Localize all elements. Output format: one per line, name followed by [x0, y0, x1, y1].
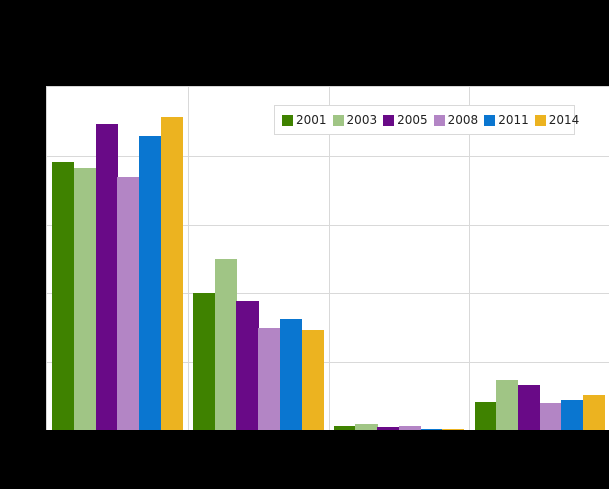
legend-swatch-icon — [433, 114, 445, 126]
gridline-vertical — [329, 87, 330, 430]
bar-2014[interactable] — [160, 116, 183, 430]
gridline-horizontal — [47, 224, 609, 226]
gridline-vertical — [469, 87, 470, 430]
bar-2014[interactable] — [301, 330, 324, 430]
legend-swatch-icon — [484, 114, 496, 126]
legend: 2001 2003 2005 2008 2011 2014 — [274, 105, 579, 135]
legend-swatch-icon — [282, 114, 293, 126]
bar-2008[interactable] — [398, 425, 422, 430]
gridline-vertical — [188, 87, 189, 430]
bar-2003[interactable] — [355, 423, 378, 430]
legend-item-2014[interactable]: 2014 — [534, 113, 580, 127]
bar-2014[interactable] — [583, 394, 606, 430]
bar-2008[interactable] — [539, 403, 562, 430]
legend-label: 2001 — [296, 113, 327, 127]
gridline-horizontal — [47, 362, 609, 364]
bar-2005[interactable] — [236, 300, 259, 430]
gridline-horizontal — [47, 293, 609, 295]
bar-2011[interactable] — [561, 400, 584, 430]
bar-2008[interactable] — [117, 176, 140, 430]
legend-item-2008[interactable]: 2008 — [433, 113, 479, 127]
legend-label: 2011 — [498, 113, 529, 127]
legend-item-2011[interactable]: 2011 — [484, 113, 529, 127]
legend-swatch-icon — [383, 114, 395, 126]
bar-2011[interactable] — [420, 428, 443, 430]
legend-label: 2008 — [447, 113, 479, 127]
legend-item-2005[interactable]: 2005 — [383, 113, 428, 127]
bar-2014[interactable] — [442, 429, 465, 430]
legend-item-2003[interactable]: 2003 — [332, 113, 378, 127]
bar-2005[interactable] — [95, 123, 118, 430]
bar-2003[interactable] — [73, 167, 97, 430]
bar-2001[interactable] — [193, 293, 216, 430]
legend-label: 2003 — [346, 113, 378, 127]
bar-2001[interactable] — [474, 401, 497, 430]
legend-label: 2005 — [397, 113, 428, 127]
bar-2008[interactable] — [258, 327, 281, 430]
plot-area — [46, 86, 609, 430]
legend-label: 2014 — [548, 113, 580, 127]
bar-2003[interactable] — [496, 380, 519, 430]
bar-2003[interactable] — [214, 259, 237, 430]
gridline-horizontal — [47, 155, 609, 157]
legend-swatch-icon — [332, 114, 344, 126]
legend-item-2001[interactable]: 2001 — [282, 113, 327, 127]
bar-2005[interactable] — [517, 385, 541, 430]
bar-2011[interactable] — [139, 135, 162, 430]
legend-swatch-icon — [534, 114, 546, 126]
bar-2001[interactable] — [52, 161, 75, 430]
bar-2005[interactable] — [377, 427, 400, 430]
bar-2001[interactable] — [333, 425, 356, 430]
bar-2011[interactable] — [279, 319, 302, 430]
